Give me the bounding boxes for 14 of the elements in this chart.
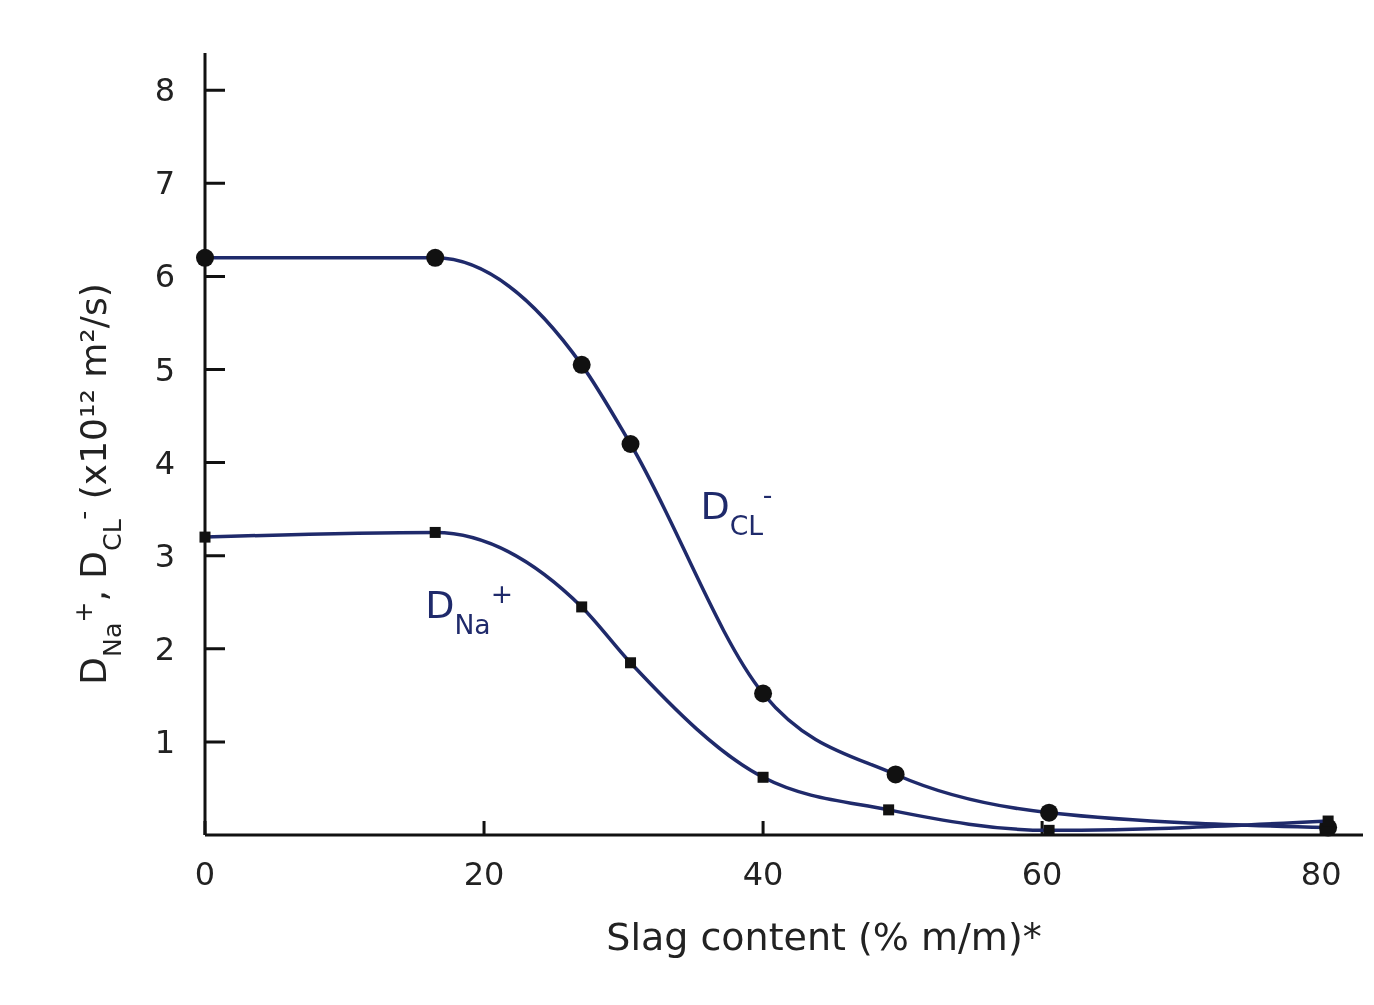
y-tick-label: 3 bbox=[154, 536, 176, 575]
x-tick-label: 80 bbox=[1300, 855, 1342, 893]
y-tick-label: 6 bbox=[154, 257, 176, 296]
x-tick-label: 0 bbox=[194, 855, 216, 893]
y-tick-label: 4 bbox=[154, 443, 176, 482]
x-tick-label: 60 bbox=[1021, 855, 1063, 893]
x-tick-label: 20 bbox=[463, 855, 505, 893]
y-tick-label: 5 bbox=[154, 350, 176, 389]
y-tick-label: 2 bbox=[154, 629, 176, 668]
y-tick-label: 8 bbox=[154, 71, 176, 110]
x-tick-label: 40 bbox=[742, 855, 784, 893]
y-tick-label: 7 bbox=[154, 164, 176, 203]
y-tick-label: 1 bbox=[154, 722, 176, 761]
x-axis-title: Slag content (% m/m)* bbox=[606, 915, 1042, 959]
